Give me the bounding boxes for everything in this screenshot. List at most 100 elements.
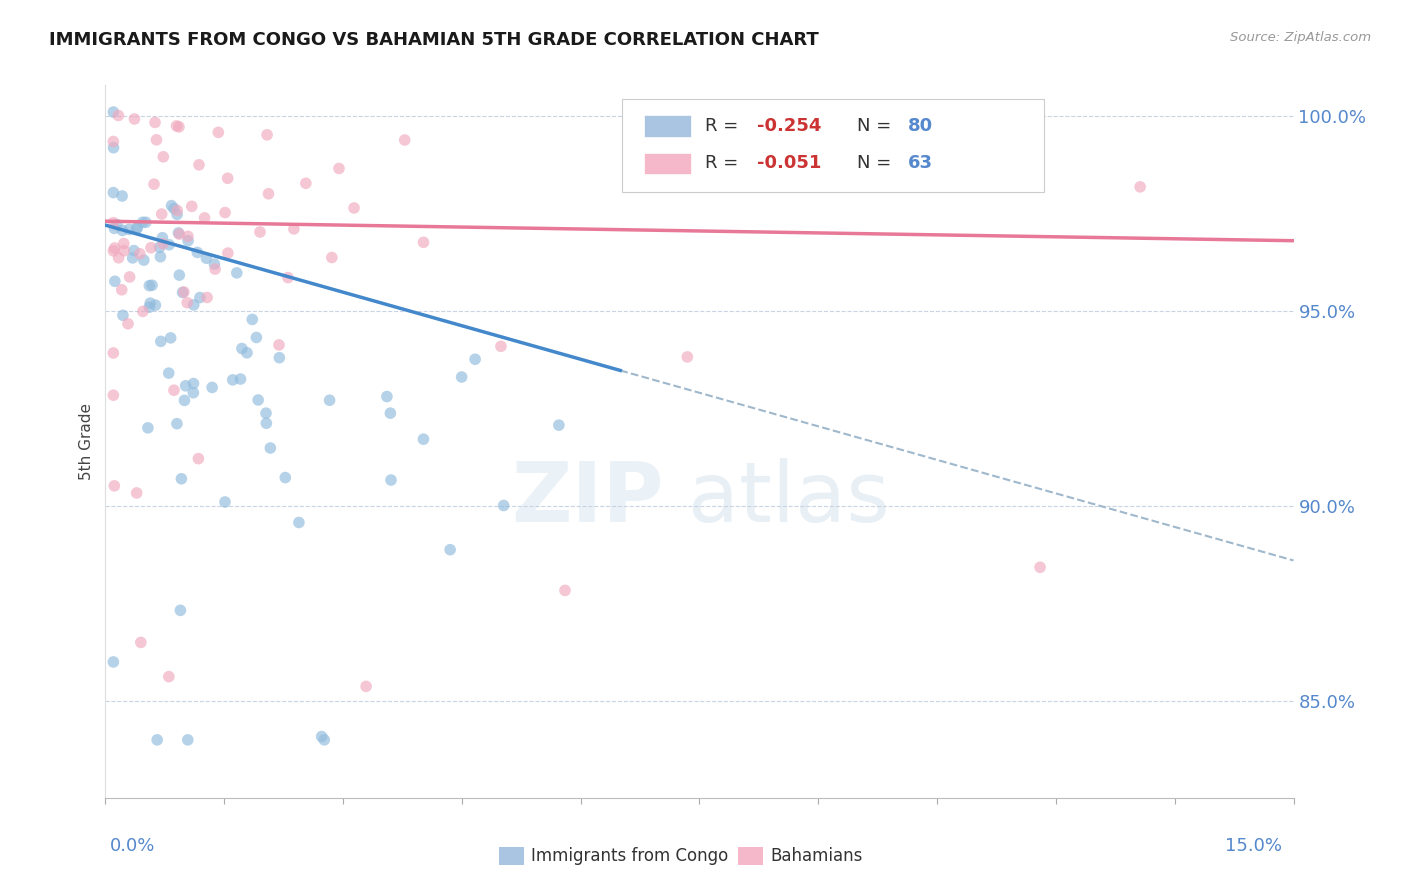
Point <box>103 186 125 200</box>
Point <box>176 295 198 310</box>
Point <box>131 215 153 229</box>
Point <box>132 304 155 318</box>
Text: IMMIGRANTS FROM CONGO VS BAHAMIAN 5TH GRADE CORRELATION CHART: IMMIGRANTS FROM CONGO VS BAHAMIAN 5TH GR… <box>49 31 818 49</box>
Point <box>188 158 211 172</box>
Point <box>173 393 195 408</box>
Point <box>439 542 461 557</box>
Point <box>127 221 149 235</box>
Text: 15.0%: 15.0% <box>1225 837 1282 855</box>
Point <box>169 603 191 617</box>
Point <box>394 133 416 147</box>
Point <box>177 229 200 244</box>
Bar <box>623 99 1045 192</box>
Y-axis label: 5th Grade: 5th Grade <box>79 403 94 480</box>
Point <box>103 141 125 155</box>
Point <box>217 246 239 260</box>
Point <box>104 241 127 255</box>
Point <box>149 334 172 349</box>
Point <box>111 189 134 203</box>
Point <box>195 252 218 266</box>
Point <box>186 245 208 260</box>
Point <box>207 125 229 139</box>
Point <box>143 115 166 129</box>
Text: -0.051: -0.051 <box>756 154 821 172</box>
Point <box>318 393 340 408</box>
Point <box>111 283 134 297</box>
Text: N =: N = <box>858 117 897 135</box>
Point <box>229 372 252 386</box>
Point <box>107 251 129 265</box>
Point <box>148 240 170 254</box>
Point <box>554 583 576 598</box>
Point <box>201 380 224 394</box>
Text: -0.254: -0.254 <box>756 117 821 135</box>
Point <box>166 203 188 218</box>
Point <box>183 385 205 400</box>
Point <box>204 257 226 271</box>
Point <box>180 199 202 213</box>
Point <box>204 262 226 277</box>
Text: atlas: atlas <box>688 458 890 539</box>
Point <box>150 207 173 221</box>
Point <box>167 120 190 134</box>
Point <box>118 222 141 236</box>
Point <box>464 352 486 367</box>
Point <box>125 221 148 235</box>
Point <box>214 495 236 509</box>
Point <box>166 119 188 133</box>
Point <box>314 732 336 747</box>
Point <box>103 105 125 120</box>
Point <box>183 376 205 391</box>
Point <box>231 342 253 356</box>
Point <box>103 655 125 669</box>
Point <box>173 285 195 299</box>
Point <box>146 732 169 747</box>
Point <box>103 135 125 149</box>
Point <box>169 268 191 282</box>
Point <box>489 339 512 353</box>
Point <box>295 176 318 190</box>
Point <box>259 441 281 455</box>
Point <box>152 236 174 251</box>
Point <box>159 331 181 345</box>
Point <box>257 186 280 201</box>
Text: Source: ZipAtlas.com: Source: ZipAtlas.com <box>1230 31 1371 45</box>
Point <box>450 370 472 384</box>
Point <box>145 133 167 147</box>
Text: R =: R = <box>706 154 744 172</box>
Point <box>492 499 515 513</box>
Point <box>145 298 167 312</box>
Text: 80: 80 <box>907 117 932 135</box>
Text: Immigrants from Congo: Immigrants from Congo <box>531 847 728 865</box>
Point <box>183 298 205 312</box>
Point <box>170 472 193 486</box>
Point <box>254 416 277 430</box>
Point <box>214 205 236 219</box>
Point <box>225 266 247 280</box>
Point <box>195 291 218 305</box>
Point <box>247 392 270 407</box>
Point <box>129 635 152 649</box>
Point <box>354 679 377 693</box>
Point <box>138 278 160 293</box>
Text: Bahamians: Bahamians <box>770 847 863 865</box>
Bar <box>644 115 692 136</box>
Point <box>111 309 134 323</box>
Point <box>245 330 267 344</box>
Point <box>163 202 186 216</box>
Point <box>217 171 239 186</box>
Text: 0.0%: 0.0% <box>110 837 155 855</box>
Point <box>139 241 162 255</box>
Point <box>274 470 297 484</box>
Point <box>107 108 129 122</box>
Point <box>328 161 350 176</box>
Point <box>412 235 434 250</box>
Point <box>321 251 343 265</box>
Point <box>103 346 125 360</box>
Point <box>132 253 155 268</box>
Point <box>138 300 160 314</box>
Point <box>135 215 157 229</box>
Bar <box>644 153 692 174</box>
Point <box>187 451 209 466</box>
Point <box>125 486 148 500</box>
